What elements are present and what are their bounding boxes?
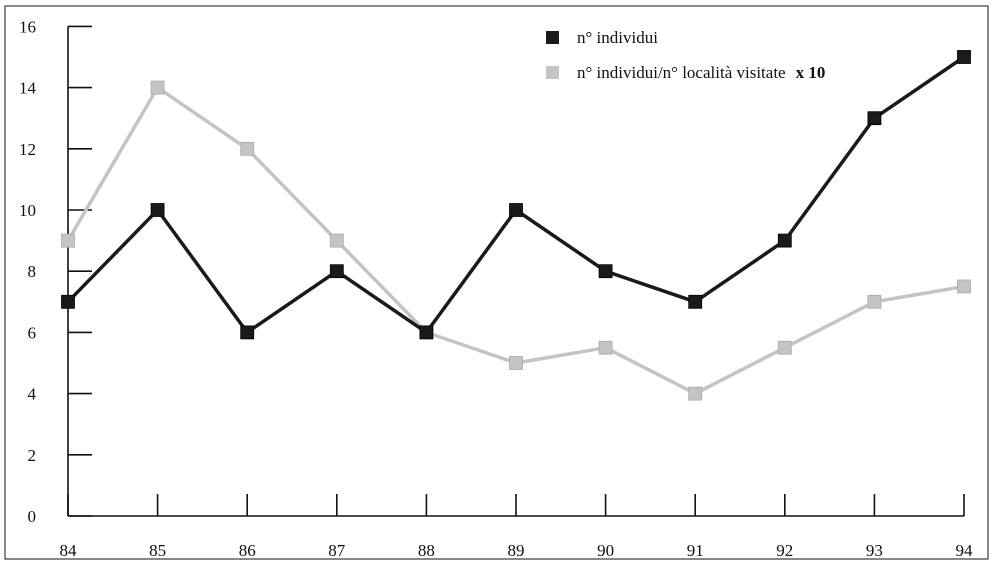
legend-label-series-2-suffix: x 10	[796, 63, 826, 82]
series-2-point	[867, 294, 882, 309]
series-2-point	[957, 279, 971, 294]
series-2-line	[66, 85, 965, 396]
chart-frame	[4, 5, 989, 560]
x-tick-label: 89	[508, 541, 525, 560]
y-tick-label: 2	[28, 446, 37, 465]
y-tick-label: 8	[28, 262, 37, 281]
x-tick-label: 94	[956, 541, 974, 560]
series-2-point	[150, 80, 165, 95]
series-2-point	[688, 386, 703, 401]
legend-marker-series-1	[546, 31, 559, 44]
x-tick-label: 87	[328, 541, 346, 560]
x-tick-label: 84	[60, 541, 78, 560]
y-tick-label: 10	[19, 201, 36, 220]
y-tick-label: 16	[19, 17, 36, 36]
series-1-point	[957, 50, 971, 64]
series-1-point	[150, 203, 165, 217]
series-1-line	[66, 55, 965, 335]
series-2-point	[777, 340, 792, 355]
legend-marker-series-2	[546, 66, 559, 79]
y-tick-label: 4	[28, 385, 37, 404]
series-1-point	[61, 294, 75, 309]
series-2-point	[329, 233, 344, 248]
y-tick-label: 14	[19, 79, 37, 98]
legend-label-series-1: n° individui	[577, 28, 658, 47]
series-2-point	[509, 356, 523, 370]
x-tick-label: 93	[866, 541, 883, 560]
series-1-point	[777, 233, 792, 248]
y-tick-label: 6	[28, 323, 37, 342]
series-1	[61, 50, 971, 340]
x-tick-label: 90	[597, 541, 614, 560]
x-tick-label: 91	[687, 541, 704, 560]
x-tick-label: 92	[776, 541, 793, 560]
axes: 0 2 4 6 8 10 12 14 16 84 85 86 87 88 89 90 91 92 93 94	[19, 17, 973, 560]
y-tick-label: 0	[28, 507, 37, 526]
series-2	[61, 80, 971, 401]
series-2-point	[61, 233, 75, 248]
x-tick-label: 86	[239, 541, 256, 560]
series-1-point	[329, 264, 344, 279]
series-1-point	[240, 325, 255, 340]
legend-label-series-2: n° individui/n° località visitate	[577, 63, 786, 82]
series-1-point	[867, 111, 882, 126]
series-1-point	[598, 264, 613, 279]
series-1-point	[688, 294, 703, 309]
y-tick-label: 12	[19, 140, 36, 159]
x-tick-label: 88	[418, 541, 435, 560]
series-layer	[61, 50, 971, 401]
legend-label-series-2-group: n° individui/n° località visitate x 10	[577, 63, 825, 82]
series-2-point	[240, 141, 255, 156]
legend: n° individui n° individui/n° località vi…	[546, 28, 825, 82]
series-1-point	[419, 325, 434, 340]
series-1-point	[509, 203, 523, 217]
series-2-point	[598, 340, 613, 355]
x-tick-label: 85	[149, 541, 166, 560]
